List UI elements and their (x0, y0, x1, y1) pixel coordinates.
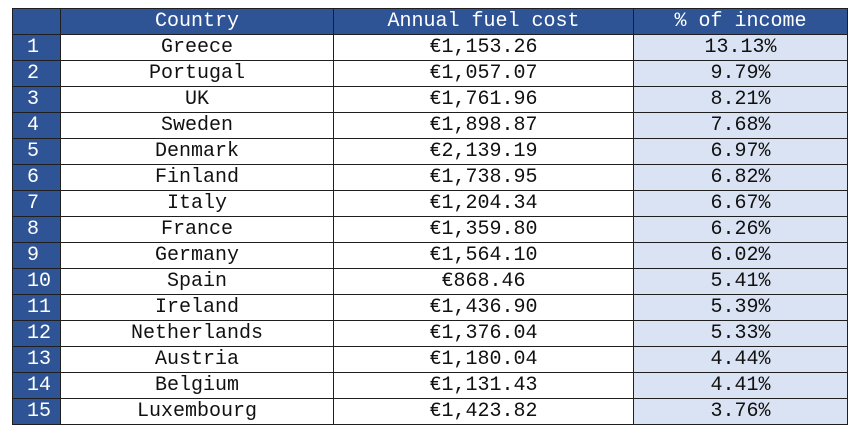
percent-of-income: 5.33% (633, 320, 848, 347)
row-index: 11 (12, 294, 61, 321)
percent-of-income: 13.13% (633, 34, 848, 61)
header-row: Country Annual fuel cost% of income (12, 8, 848, 35)
country: Ireland (60, 294, 334, 321)
country: France (60, 216, 334, 243)
percent-of-income: 6.82% (633, 164, 848, 191)
table-row: 14 Belgium €1,131.43 4.41% (12, 372, 848, 399)
percent-of-income: 8.21% (633, 86, 848, 113)
country: Denmark (60, 138, 334, 165)
fuel-cost-table: Country Annual fuel cost% of income 1 Gree… (12, 8, 848, 425)
annual-fuel-cost: €1,423.82 (333, 398, 634, 425)
country: Belgium (60, 372, 334, 399)
annual-fuel-cost: €1,761.96 (333, 86, 634, 113)
row-index: 7 (12, 190, 61, 217)
annual-fuel-cost: €1,204.34 (333, 190, 634, 217)
percent-of-income: 6.02% (633, 242, 848, 269)
percent-of-income: 4.41% (633, 372, 848, 399)
percent-of-income: 9.79% (633, 60, 848, 87)
annual-fuel-cost: €1,180.04 (333, 346, 634, 373)
country: Austria (60, 346, 334, 373)
table-row: 5 Denmark €2,139.19 6.97% (12, 138, 848, 165)
annual-fuel-cost: €1,359.80 (333, 216, 634, 243)
row-index: 10 (12, 268, 61, 295)
table-row: 7 Italy €1,204.34 6.67% (12, 190, 848, 217)
table-body: 1 Greece €1,153.26 13.13% 2 Portugal €1,057.07… (12, 34, 848, 425)
country: Luxembourg (60, 398, 334, 425)
percent-of-income: 6.26% (633, 216, 848, 243)
annual-fuel-cost: €1,153.26 (333, 34, 634, 61)
table-row: 4 Sweden €1,898.87 7.68% (12, 112, 848, 139)
percent-of-income: 5.41% (633, 268, 848, 295)
row-index: 13 (12, 346, 61, 373)
column-header (12, 8, 61, 35)
percent-of-income: 6.67% (633, 190, 848, 217)
table-row: 10 Spain €868.46 5.41% (12, 268, 848, 295)
row-index: 2 (12, 60, 61, 87)
annual-fuel-cost: €1,738.95 (333, 164, 634, 191)
column-header: % of income (633, 8, 848, 35)
row-index: 9 (12, 242, 61, 269)
annual-fuel-cost: €1,564.10 (333, 242, 634, 269)
country: UK (60, 86, 334, 113)
row-index: 15 (12, 398, 61, 425)
row-index: 14 (12, 372, 61, 399)
percent-of-income: 7.68% (633, 112, 848, 139)
table-row: 1 Greece €1,153.26 13.13% (12, 34, 848, 61)
row-index: 1 (12, 34, 61, 61)
country: Greece (60, 34, 334, 61)
column-header: Country (60, 8, 334, 35)
annual-fuel-cost: €868.46 (333, 268, 634, 295)
percent-of-income: 4.44% (633, 346, 848, 373)
country: Portugal (60, 60, 334, 87)
row-index: 4 (12, 112, 61, 139)
annual-fuel-cost: €1,131.43 (333, 372, 634, 399)
country: Sweden (60, 112, 334, 139)
country: Finland (60, 164, 334, 191)
row-index: 5 (12, 138, 61, 165)
annual-fuel-cost: €1,057.07 (333, 60, 634, 87)
country: Germany (60, 242, 334, 269)
percent-of-income: 6.97% (633, 138, 848, 165)
row-index: 3 (12, 86, 61, 113)
table-row: 9 Germany €1,564.10 6.02% (12, 242, 848, 269)
percent-of-income: 5.39% (633, 294, 848, 321)
country: Spain (60, 268, 334, 295)
annual-fuel-cost: €1,376.04 (333, 320, 634, 347)
table-row: 8 France €1,359.80 6.26% (12, 216, 848, 243)
country: Italy (60, 190, 334, 217)
row-index: 8 (12, 216, 61, 243)
table-row: 2 Portugal €1,057.07 9.79% (12, 60, 848, 87)
table-row: 15 Luxembourg €1,423.82 3.76% (12, 398, 848, 425)
table-row: 13 Austria €1,180.04 4.44% (12, 346, 848, 373)
table-row: 12 Netherlands €1,376.04 5.33% (12, 320, 848, 347)
table-row: 3 UK €1,761.96 8.21% (12, 86, 848, 113)
table-row: 11 Ireland €1,436.90 5.39% (12, 294, 848, 321)
column-header: Annual fuel cost (333, 8, 634, 35)
table-row: 6 Finland €1,738.95 6.82% (12, 164, 848, 191)
country: Netherlands (60, 320, 334, 347)
annual-fuel-cost: €2,139.19 (333, 138, 634, 165)
annual-fuel-cost: €1,898.87 (333, 112, 634, 139)
percent-of-income: 3.76% (633, 398, 848, 425)
annual-fuel-cost: €1,436.90 (333, 294, 634, 321)
row-index: 6 (12, 164, 61, 191)
row-index: 12 (12, 320, 61, 347)
